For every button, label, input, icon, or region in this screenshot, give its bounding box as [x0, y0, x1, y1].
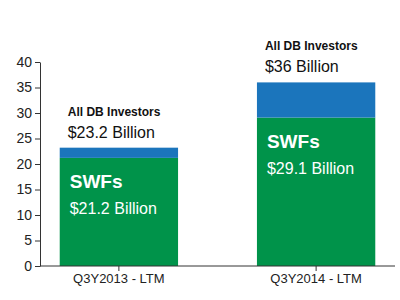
y-tick-mark [35, 266, 40, 267]
bar-segment [257, 82, 375, 117]
x-tick-label: Q3Y2014 - LTM [270, 271, 362, 286]
y-tick-label: 25 [16, 130, 32, 146]
y-tick-label: 5 [24, 232, 32, 248]
y-tick-mark [35, 113, 40, 114]
y-tick: 10 [16, 207, 40, 223]
y-tick: 0 [24, 258, 40, 274]
total-label: $23.2 Billion [68, 124, 155, 141]
y-tick-label: 10 [16, 207, 32, 223]
y-tick-mark [35, 215, 40, 216]
y-tick-mark [35, 190, 40, 191]
y-axis: 0 5 10 15 20 25 30 35 40 [16, 54, 40, 274]
labels: SWFs $21.2 Billion SWFs $29.1 Billion All DB… [68, 39, 358, 216]
x-axis: Q3Y2013 - LTM Q3Y2014 - LTM [40, 266, 395, 286]
y-tick-label: 40 [16, 54, 32, 70]
y-tick: 15 [16, 181, 40, 197]
y-tick-label: 20 [16, 156, 32, 172]
y-tick-mark [35, 88, 40, 89]
bar-segment [60, 148, 178, 158]
total-title: All DB Investors [68, 105, 161, 119]
total-label: $36 Billion [265, 58, 339, 75]
y-tick: 5 [24, 232, 40, 248]
x-axis-line [40, 266, 395, 267]
total-title: All DB Investors [265, 39, 358, 53]
bar-segment [60, 158, 178, 266]
data-label: $21.2 Billion [70, 200, 157, 217]
y-tick: 25 [16, 130, 40, 146]
y-tick-label: 15 [16, 181, 32, 197]
y-tick: 40 [16, 54, 40, 70]
y-axis-line [40, 63, 41, 267]
chart: 0 5 10 15 20 25 30 35 40 Q3Y2013 - LTM Q3Y2014 - L… [0, 0, 400, 300]
y-tick-mark [35, 62, 40, 63]
x-tick: Q3Y2014 - LTM [270, 266, 362, 286]
y-tick-mark [35, 164, 40, 165]
y-tick: 30 [16, 105, 40, 121]
y-tick-label: 30 [16, 105, 32, 121]
y-tick: 20 [16, 156, 40, 172]
data-label: $29.1 Billion [267, 160, 354, 177]
y-tick: 35 [16, 79, 40, 95]
bars [60, 82, 376, 266]
x-tick: Q3Y2013 - LTM [73, 266, 165, 286]
series-label: SWFs [70, 171, 123, 192]
y-tick-label: 35 [16, 79, 32, 95]
y-tick-label: 0 [24, 258, 32, 274]
bar-segment [257, 118, 375, 266]
y-tick-mark [35, 139, 40, 140]
series-label: SWFs [267, 131, 320, 152]
y-tick-mark [35, 241, 40, 242]
x-tick-label: Q3Y2013 - LTM [73, 271, 165, 286]
